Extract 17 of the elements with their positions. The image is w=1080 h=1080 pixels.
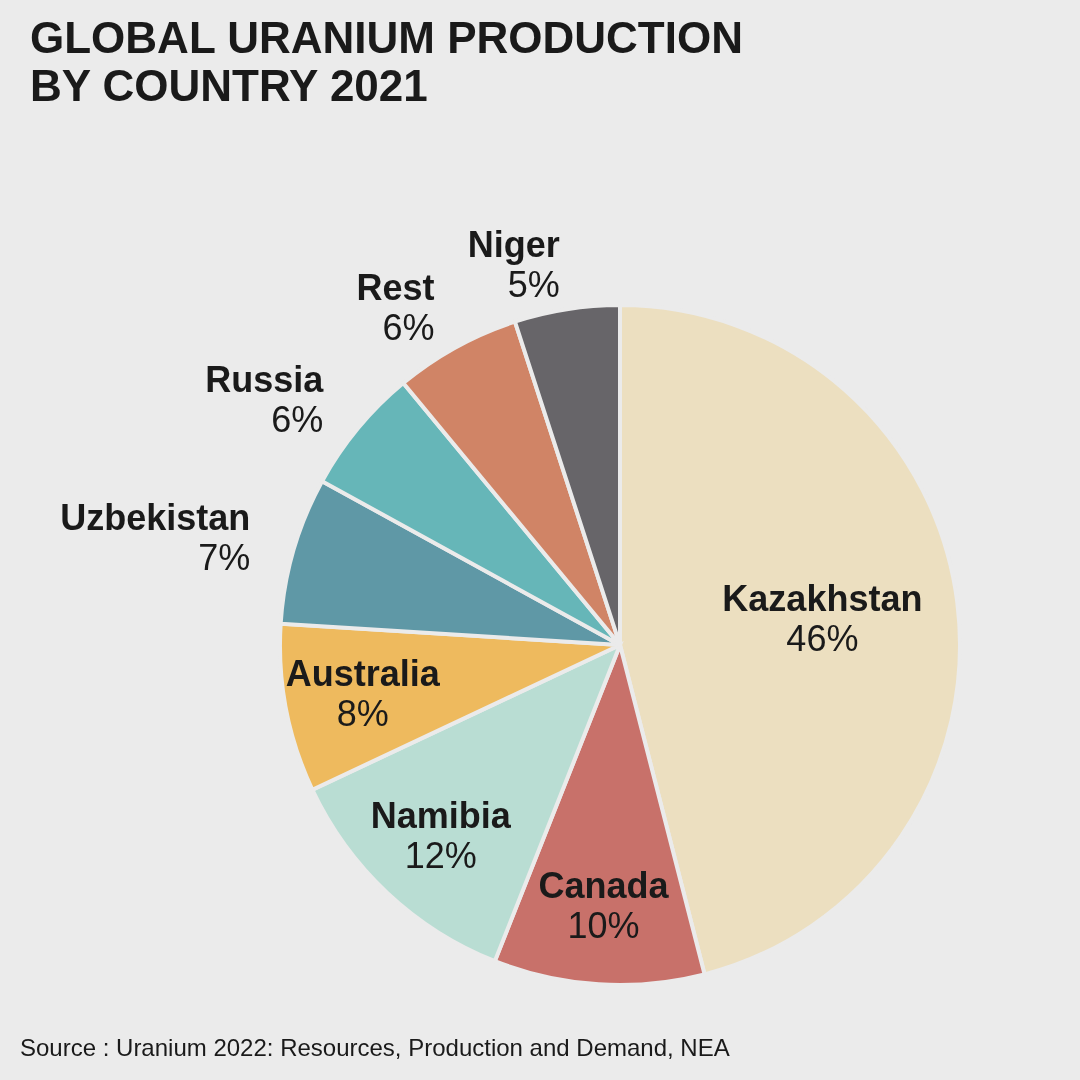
slice-label: Rest — [356, 266, 435, 308]
slice-label: Namibia — [370, 794, 512, 836]
slice-label: Uzbekistan — [60, 496, 251, 538]
slice-label: Australia — [285, 653, 441, 695]
data-label: 46% — [786, 618, 859, 660]
slice-label: Kazakhstan — [722, 578, 923, 620]
chart-title: GLOBAL URANIUM PRODUCTION BY COUNTRY 2021 — [30, 13, 744, 110]
data-label: 7% — [198, 536, 251, 578]
slice-label: Russia — [205, 358, 325, 400]
source-note: Source : Uranium 2022: Resources, Production and Demand, NEA — [20, 1034, 730, 1062]
data-label: 6% — [271, 398, 324, 440]
data-label: 8% — [336, 693, 389, 735]
data-label: 6% — [382, 306, 435, 348]
data-label: 12% — [404, 834, 477, 876]
slice-label: Canada — [538, 865, 670, 907]
slice-label: Niger — [467, 223, 560, 265]
data-label: 10% — [567, 905, 640, 947]
